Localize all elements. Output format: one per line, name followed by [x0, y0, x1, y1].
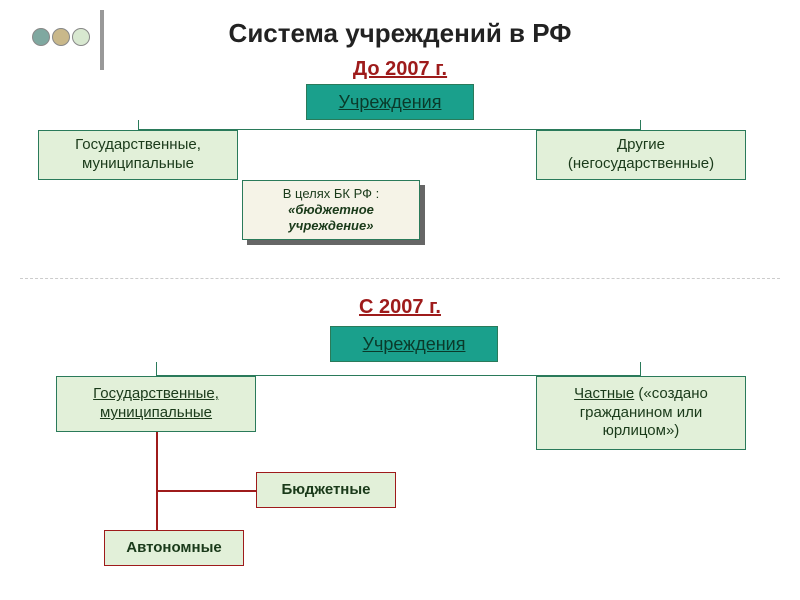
box-label: Другие (негосударственные): [568, 136, 714, 174]
root-box-1: Учреждения: [306, 84, 474, 120]
box-state-municipal-2: Государственные, муниципальные: [56, 376, 256, 432]
box-label: Автономные: [126, 539, 222, 556]
section-divider: [20, 278, 780, 279]
box-label: Частные («создано гражданином или юрлицо…: [543, 385, 739, 441]
box-state-municipal-1: Государственные, муниципальные: [38, 130, 238, 180]
box-autonomous: Автономные: [104, 530, 244, 566]
box-label: Государственные, муниципальные: [75, 136, 201, 174]
connector-2: [156, 362, 641, 376]
box-other-nonstate: Другие (негосударственные): [536, 130, 746, 180]
box-private: Частные («создано гражданином или юрлицо…: [536, 376, 746, 450]
box-label: Бюджетные: [281, 481, 370, 498]
box-budget: Бюджетные: [256, 472, 396, 508]
red-connector: [156, 490, 256, 492]
box-label: В целях БК РФ : «бюджетное учреждение»: [249, 186, 413, 235]
root-box-2: Учреждения: [330, 326, 498, 362]
connector-1: [138, 120, 641, 130]
box-label: Государственные, муниципальные: [93, 385, 219, 423]
box-budget-institution: В целях БК РФ : «бюджетное учреждение»: [242, 180, 420, 240]
section1-heading: До 2007 г.: [0, 58, 800, 81]
page-title: Система учреждений в РФ: [0, 18, 800, 49]
section2-heading: С 2007 г.: [0, 296, 800, 319]
